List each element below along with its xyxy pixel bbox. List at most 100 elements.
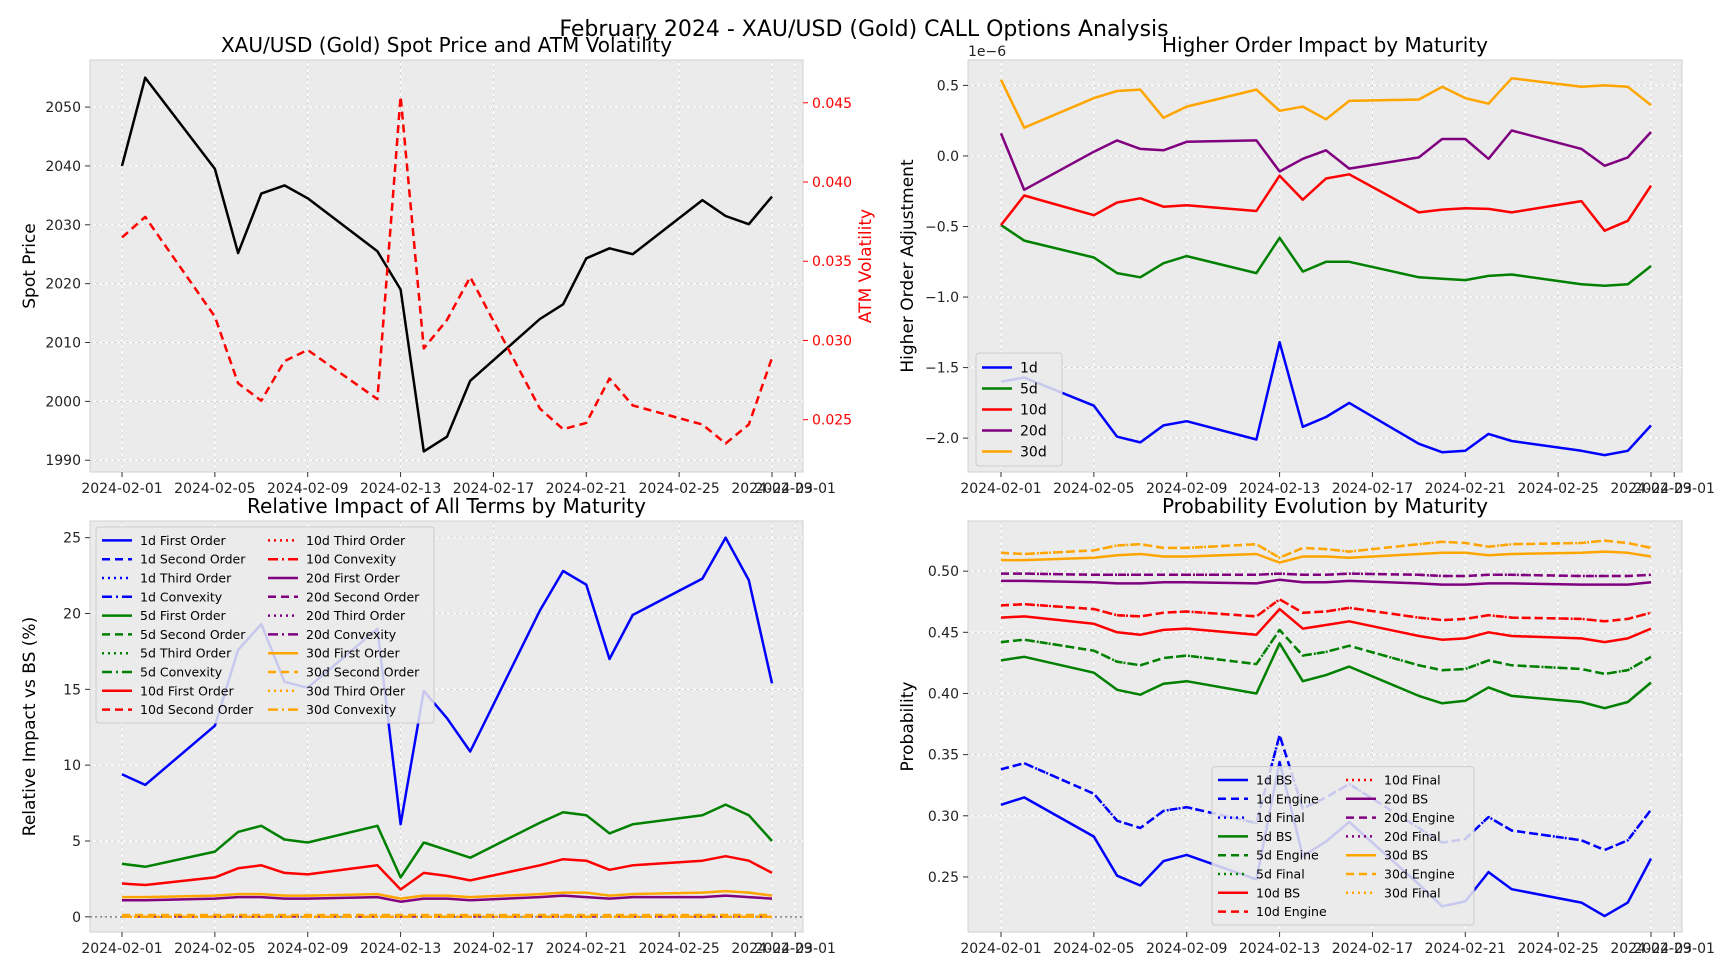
legend-label: 20d BS [1384,791,1428,806]
legend: 1d BS 1d Engine 1d Final 5d BS 5d Engine 5d F… [1211,766,1475,926]
y-tick-label: −1.0 [925,290,959,306]
legend-label: 1d Engine [1256,791,1319,806]
legend-label: 1d First Order [140,533,227,548]
y-axis-right: 0.025 0.030 0.035 0.040 0.045 [803,96,852,429]
x-tick-label: 2024-02-21 [1425,941,1506,955]
legend-label: 20d Final [1384,829,1441,844]
y-axis-label-right: ATM Volatility [856,209,876,323]
legend-label: 10d Second Order [140,702,254,717]
y-axis-label: Spot Price [20,223,40,309]
x-tick-label: 2024-02-13 [360,941,441,955]
legend-label: 10d Engine [1256,904,1327,919]
x-tick-label: 2024-03-01 [1634,481,1715,497]
chart-title: XAU/USD (Gold) Spot Price and ATM Volati… [221,33,672,57]
series-line-20d-final [1001,572,1652,578]
series-line-20d [999,129,1652,192]
series-line-5d-engine [1000,628,1652,676]
legend-label: 1d Second Order [140,552,246,567]
legend-label: 10d First Order [140,683,234,698]
y-tick-label: 2030 [45,218,81,234]
legend-label: 10d Third Order [306,533,406,548]
x-tick-label: 2024-02-21 [546,481,627,497]
figure-suptitle: February 2024 - XAU/USD (Gold) CALL Opti… [559,17,1168,42]
legend-label: 20d Convexity [306,627,397,642]
x-tick-label: 2024-02-17 [453,481,534,497]
legend-label: 30d [1020,445,1047,461]
x-tick-label: 2024-03-01 [1634,941,1715,955]
y-tick-label: 0.50 [928,564,959,580]
legend-label: 1d Third Order [140,571,232,586]
legend-label: 30d Third Order [306,683,406,698]
series-line-5d-first-order [121,803,773,879]
y-right-tick-label: 0.035 [812,254,852,270]
y-tick-label: 2000 [45,394,81,410]
x-axis: 2024-02-01 2024-02-05 2024-02-09 2024-02-13… [81,60,836,497]
series-line-30d-first-order [122,889,773,900]
chart-title: Relative Impact of All Terms by Maturity [247,494,646,518]
x-tick-label: 2024-02-25 [1517,481,1598,497]
x-tick-label: 2024-02-25 [638,941,719,955]
series-line-5d-bs [1000,642,1652,710]
y-tick-label: 0 [72,910,81,926]
x-tick-label: 2024-02-21 [546,941,627,955]
series-line-spot-price [120,76,773,453]
y-tick-label: 2040 [45,159,81,175]
legend-box [975,352,1063,467]
series-line-1d [1000,340,1652,457]
y-right-tick-label: 0.025 [812,413,852,429]
y-axis-label: Probability [898,682,918,772]
y-tick-label: −1.5 [925,361,959,377]
legend-label: 1d [1020,361,1038,377]
x-tick-label: 2024-02-29 [1610,941,1691,955]
series-group [121,536,774,919]
series-group [120,76,774,453]
x-tick-label: 2024-02-05 [174,941,255,955]
x-tick-label: 2024-03-01 [755,941,836,955]
legend-label: 5d Third Order [140,646,232,661]
legend-label: 30d Second Order [306,665,420,680]
series-line-5d [1000,224,1652,288]
chart-title: Probability Evolution by Maturity [1162,494,1488,518]
x-tick-label: 2024-02-09 [267,481,348,497]
legend-label: 30d Convexity [306,702,397,717]
y-right-tick-label: 0.030 [812,333,852,349]
x-tick-label: 2024-02-25 [1517,941,1598,955]
x-tick-label: 2024-02-13 [360,481,441,497]
y-tick-label: 0.25 [928,870,959,886]
legend: 1d First Order 1d Second Order 1d Third Or… [95,526,435,724]
y-right-tick-label: 0.040 [812,175,852,191]
x-tick-label: 2024-02-17 [1332,941,1413,955]
series-line-10d-bs [1000,607,1652,644]
chart-title: Higher Order Impact by Maturity [1162,33,1488,57]
x-tick-label: 2024-02-09 [1146,481,1227,497]
legend-label: 5d Engine [1256,848,1319,863]
series-line-10d [1000,173,1653,232]
series-line-10d-engine [1000,598,1652,623]
y-right-tick-label: 0.045 [812,96,852,112]
x-tick-label: 2024-02-29 [731,941,812,955]
series-line-30d [999,77,1652,129]
y-tick-label: 0.5 [937,78,959,94]
legend-label: 5d Second Order [140,627,246,642]
legend-label: 30d First Order [306,646,400,661]
legend: 1d 5d 10d 20d 30d [975,352,1063,467]
series-line-20d-first-order [122,894,773,903]
x-tick-label: 2024-02-09 [267,941,348,955]
y-tick-label: 0.40 [928,686,959,702]
legend-box [1211,766,1475,926]
x-tick-label: 2024-02-05 [1053,481,1134,497]
chart-panel-3: 2024-02-01 2024-02-05 2024-02-09 2024-02-13… [20,494,836,957]
x-tick-label: 2024-02-09 [1146,941,1227,955]
y-tick-label: −0.5 [925,219,959,235]
x-tick-label: 2024-02-05 [174,481,255,497]
legend-label: 1d Final [1256,810,1305,825]
x-axis: 2024-02-01 2024-02-05 2024-02-09 2024-02-13… [960,521,1715,957]
x-tick-label: 2024-02-17 [453,941,534,955]
x-tick-label: 2024-02-21 [1425,481,1506,497]
chart-panel-4: 2024-02-01 2024-02-05 2024-02-09 2024-02-13… [898,494,1715,957]
y-axis-label: Relative Impact vs BS (%) [20,617,40,836]
series-line-atm-volatility [121,95,774,445]
chart-panel-1: 2024-02-01 2024-02-05 2024-02-09 2024-02-13… [20,33,876,497]
legend-label: 20d Engine [1384,810,1455,825]
